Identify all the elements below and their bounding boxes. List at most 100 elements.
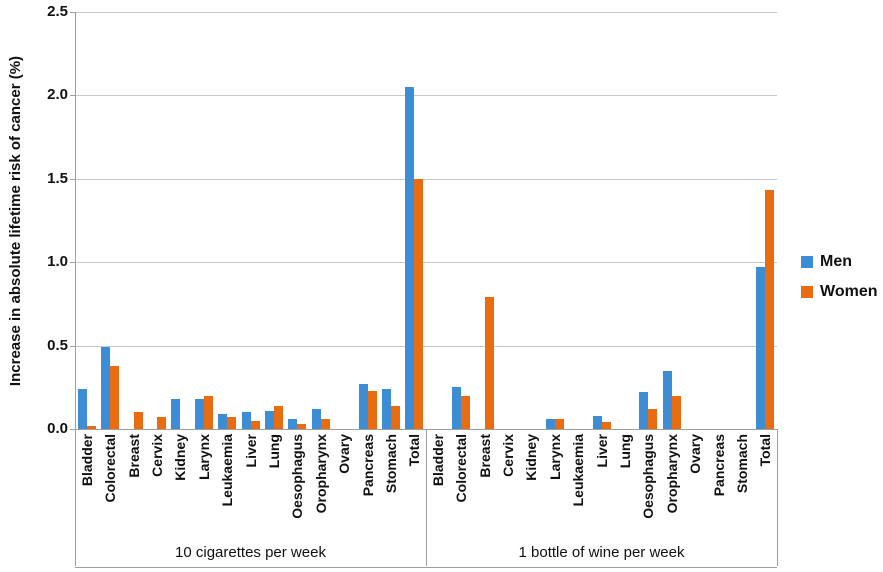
y-tick-label: 2.5 <box>47 3 68 20</box>
bar-g0-leukaemia-men <box>218 413 228 429</box>
category-axis-bottom-line <box>75 567 777 568</box>
category-label-g0-oesophagus: Oesophagus <box>289 434 306 519</box>
category-label-g1-larynx: Larynx <box>546 434 563 480</box>
group-separator-0 <box>75 429 76 566</box>
bar-g0-colorectal-men <box>101 347 111 429</box>
gridline-2.5 <box>75 12 777 13</box>
y-tick-label: 1.5 <box>47 169 68 187</box>
legend-label-men: Men <box>820 253 852 270</box>
bar-g1-oropharynx-men <box>662 370 672 429</box>
category-label-g0-ovary: Ovary <box>336 434 353 474</box>
bar-g1-oesophagus-women <box>648 408 658 429</box>
gridline-1.5 <box>75 178 777 180</box>
bar-g1-oesophagus-men <box>639 392 649 429</box>
legend-item-men: Men <box>801 253 877 270</box>
bar-g0-larynx-men <box>194 398 204 429</box>
category-label-g0-stomach: Stomach <box>382 434 399 494</box>
y-tick-label: 0.0 <box>47 420 68 437</box>
y-tick-label: 2.0 <box>47 86 68 104</box>
y-tick-2.0 <box>70 95 75 97</box>
gridline-0.5 <box>75 345 777 347</box>
bar-g1-oropharynx-women <box>671 395 681 429</box>
category-label-g1-lung: Lung <box>616 434 633 469</box>
category-label-g0-cervix: Cervix <box>148 434 165 477</box>
category-label-g0-lung: Lung <box>265 434 282 469</box>
bar-g0-lung-women <box>273 405 283 429</box>
y-axis-line <box>75 12 76 429</box>
bar-g0-oesophagus-men <box>288 418 298 429</box>
bar-g1-total-men <box>756 267 766 429</box>
category-label-g1-pancreas: Pancreas <box>710 434 727 497</box>
bar-g0-cervix-women <box>156 417 166 429</box>
category-label-g1-liver: Liver <box>593 434 610 468</box>
category-label-g1-bladder: Bladder <box>429 434 446 487</box>
category-label-g1-ovary: Ovary <box>687 434 704 474</box>
bar-g1-breast-women <box>484 297 494 429</box>
legend-item-women: Women <box>801 283 877 300</box>
category-label-g1-colorectal: Colorectal <box>453 434 470 503</box>
category-label-g0-leukaemia: Leukaemia <box>219 434 236 507</box>
category-label-g0-colorectal: Colorectal <box>102 434 119 503</box>
bar-g0-stomach-women <box>390 405 400 429</box>
gridline-2.0 <box>75 95 777 97</box>
y-tick-label: 0.5 <box>47 336 68 354</box>
category-label-g1-kidney: Kidney <box>523 434 540 481</box>
group-separator-2 <box>777 429 778 566</box>
y-tick-label: 1.0 <box>47 253 68 271</box>
y-tick-1.0 <box>70 262 75 264</box>
bar-g0-bladder-women <box>86 425 96 429</box>
category-label-g0-liver: Liver <box>242 434 259 468</box>
bar-g0-kidney-men <box>171 398 181 429</box>
bar-g1-larynx-men <box>545 418 555 429</box>
bar-g0-colorectal-women <box>110 365 120 429</box>
group-separator-1 <box>426 429 427 566</box>
bar-g0-oropharynx-women <box>320 418 330 429</box>
women-series-swatch <box>801 285 813 298</box>
category-label-g0-larynx: Larynx <box>195 434 212 480</box>
bar-g0-pancreas-women <box>367 390 377 429</box>
bar-g0-liver-women <box>250 420 260 429</box>
bar-g0-total-men <box>405 87 415 429</box>
category-label-g1-total: Total <box>757 434 774 467</box>
legend: Men Women <box>801 253 877 300</box>
category-label-g1-cervix: Cervix <box>499 434 516 477</box>
category-label-g1-oropharynx: Oropharynx <box>663 434 680 514</box>
y-tick-2.5 <box>70 12 75 13</box>
category-label-g1-stomach: Stomach <box>733 434 750 494</box>
category-label-g0-total: Total <box>406 434 423 467</box>
category-label-g1-breast: Breast <box>476 434 493 478</box>
bar-g0-pancreas-men <box>358 383 368 429</box>
bar-g0-oesophagus-women <box>297 423 307 429</box>
bar-g0-bladder-men <box>77 388 87 429</box>
bar-g0-total-women <box>414 178 424 429</box>
group-label-wine: 1 bottle of wine per week <box>518 544 685 561</box>
legend-label-women: Women <box>820 283 878 300</box>
bar-g0-larynx-women <box>203 395 213 429</box>
bar-g0-stomach-men <box>381 388 391 429</box>
y-tick-0.0 <box>70 429 75 430</box>
y-tick-0.5 <box>70 345 75 347</box>
y-axis-title: Increase in absolute lifetime risk of ca… <box>7 55 24 387</box>
men-series-swatch <box>801 255 813 268</box>
category-label-g0-bladder: Bladder <box>78 434 95 487</box>
bar-g1-total-women <box>765 190 775 429</box>
bar-g0-lung-men <box>264 410 274 429</box>
bar-g0-leukaemia-women <box>227 417 237 429</box>
group-label-cigarettes: 10 cigarettes per week <box>175 544 326 561</box>
category-label-g0-breast: Breast <box>125 434 142 478</box>
bar-g1-liver-men <box>592 415 602 429</box>
bar-g0-breast-women <box>133 412 143 429</box>
bar-g1-liver-women <box>601 422 611 429</box>
gridline-1.0 <box>75 262 777 264</box>
category-label-g0-oropharynx: Oropharynx <box>312 434 329 514</box>
bar-g1-colorectal-men <box>452 387 462 429</box>
bar-g1-colorectal-women <box>461 395 471 429</box>
category-label-g1-leukaemia: Leukaemia <box>570 434 587 507</box>
y-tick-1.5 <box>70 178 75 180</box>
category-label-g0-pancreas: Pancreas <box>359 434 376 497</box>
bar-g1-larynx-women <box>554 418 564 429</box>
bar-g0-oropharynx-men <box>311 408 321 429</box>
category-label-g0-kidney: Kidney <box>172 434 189 481</box>
bar-g0-liver-men <box>241 412 251 429</box>
